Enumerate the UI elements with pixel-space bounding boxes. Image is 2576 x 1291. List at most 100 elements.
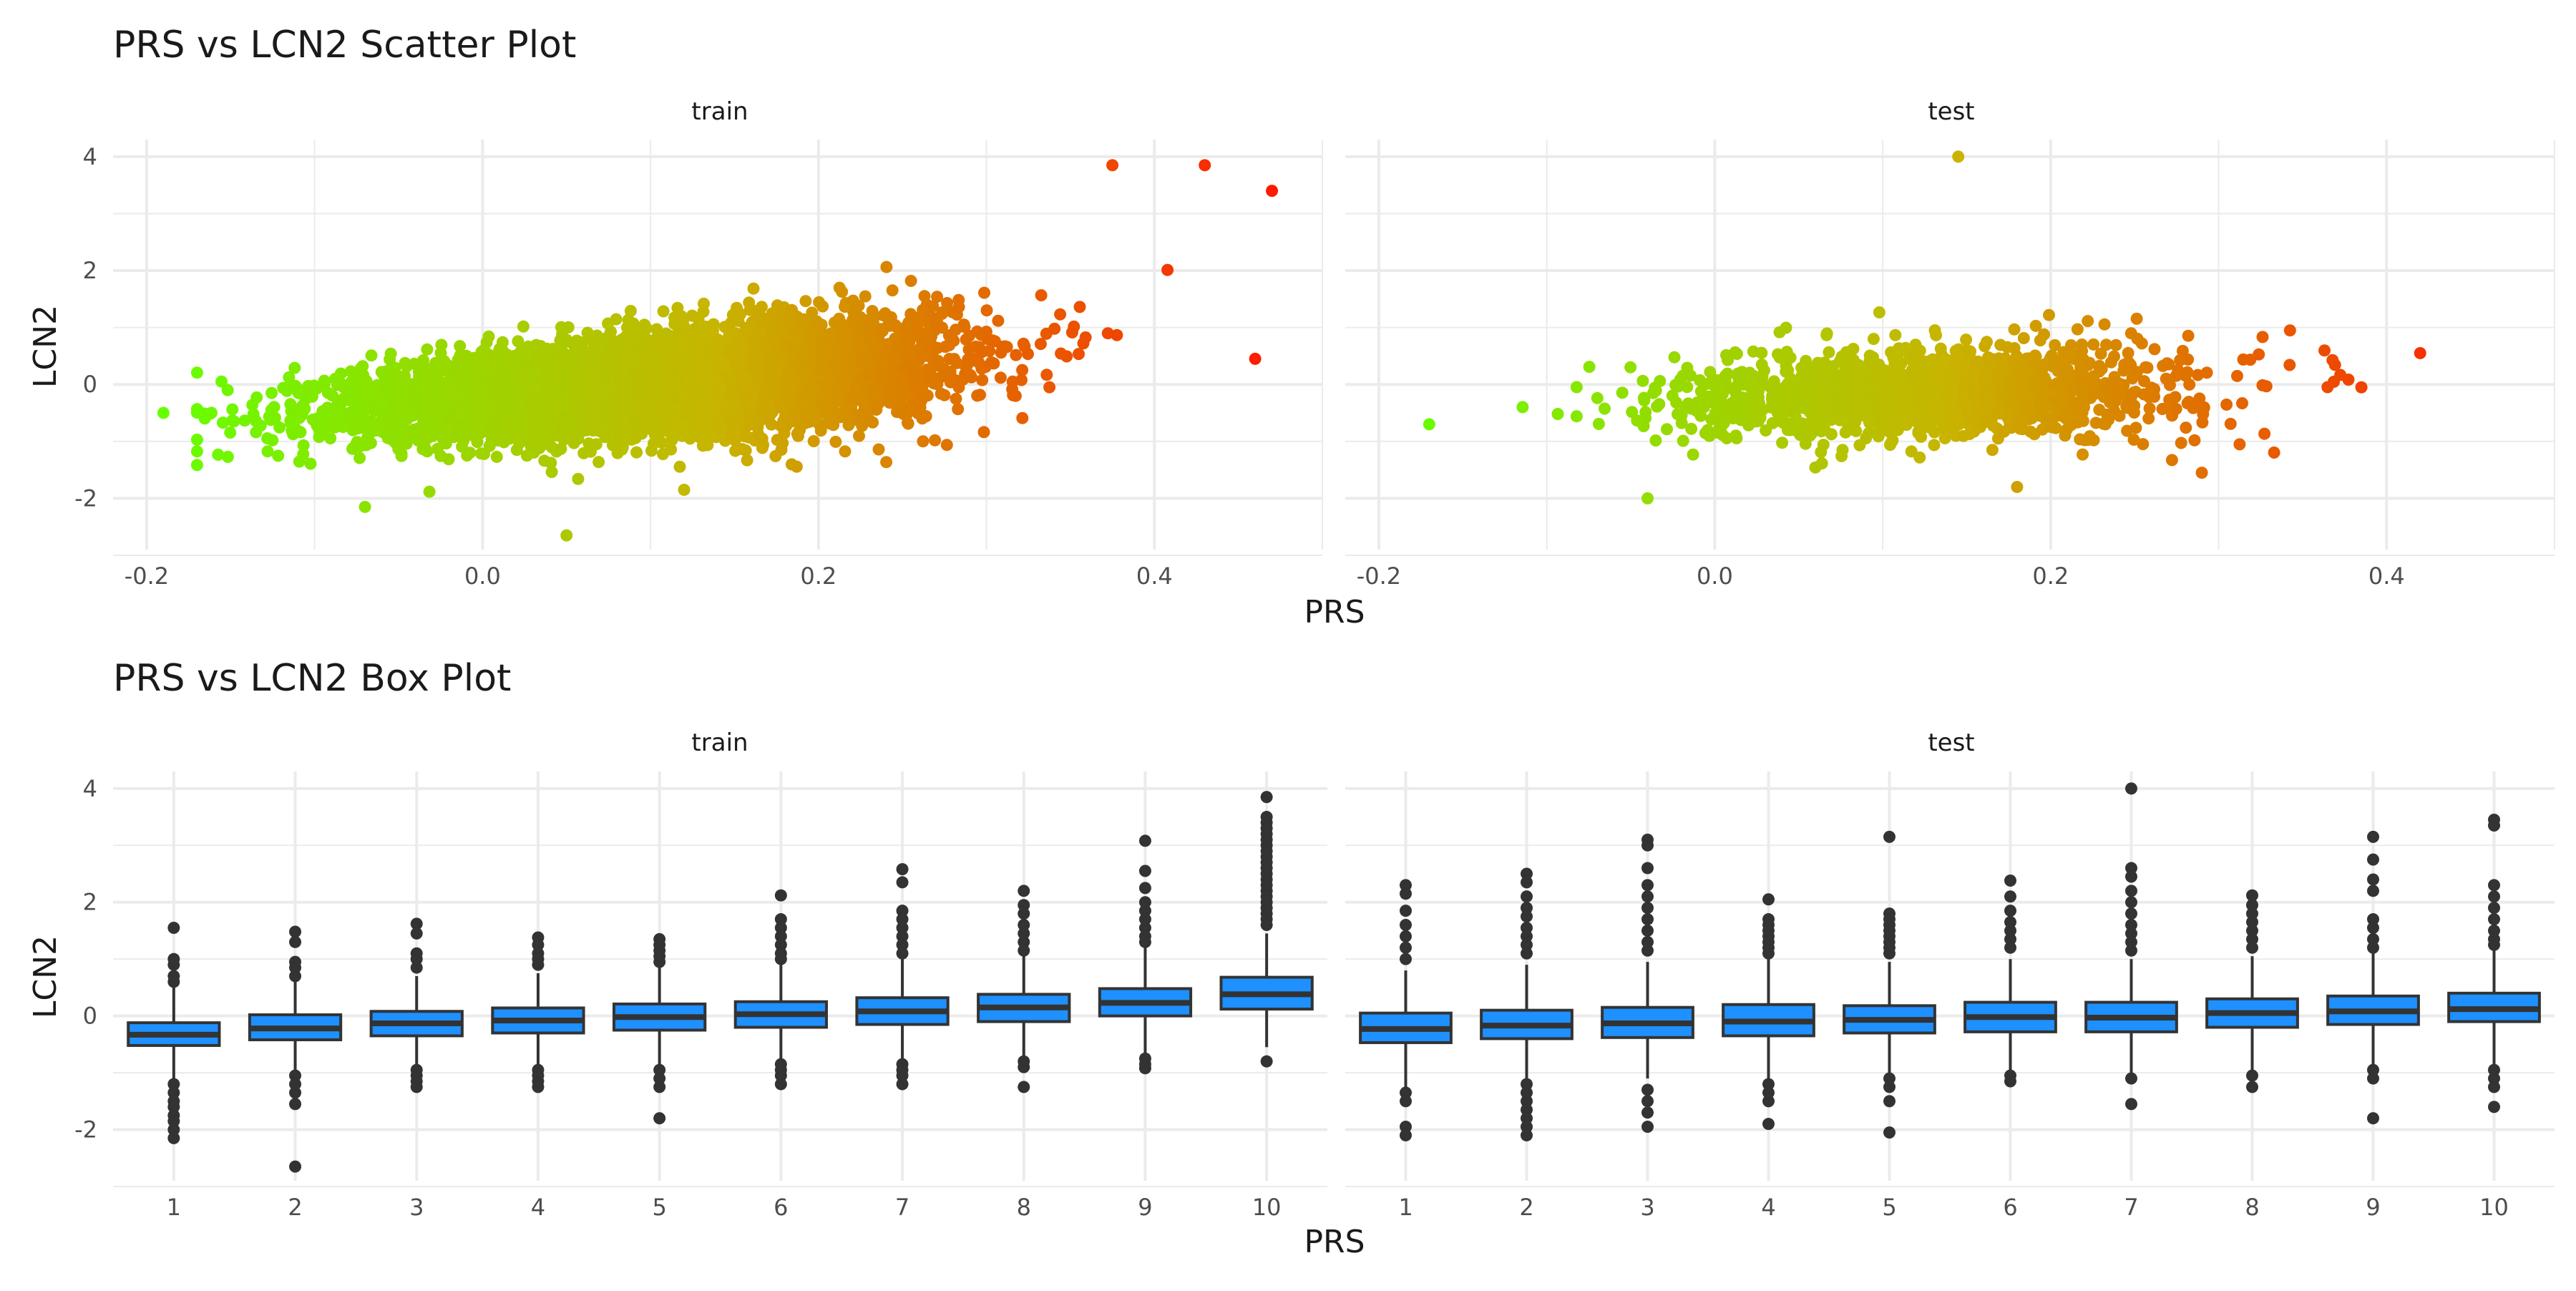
scatter-point (995, 371, 1007, 384)
y-tick-label: 2 (83, 257, 97, 284)
scatter-point (350, 439, 362, 451)
scatter-point (191, 434, 203, 446)
scatter-point (416, 443, 429, 455)
scatter-point (226, 404, 238, 416)
scatter-point (1074, 301, 1086, 313)
scatter-point (366, 349, 378, 361)
scatter-point (992, 315, 1004, 327)
scatter-point (1016, 364, 1028, 376)
scatter-point (555, 443, 567, 455)
scatter-point (266, 434, 278, 447)
box-strip-train: train (691, 729, 748, 757)
scatter-point (972, 356, 985, 369)
scatter-point (1161, 264, 1174, 276)
scatter-point (674, 461, 686, 473)
scatter-point (829, 436, 841, 448)
scatter-point (517, 321, 530, 333)
scatter-point (839, 445, 852, 457)
scatter-point (525, 440, 537, 452)
scatter-point (191, 459, 203, 471)
scatter-point (456, 441, 468, 453)
scatter-point (1010, 390, 1022, 402)
x-tick-label: 0.4 (1136, 562, 1173, 590)
scatter-points-train (157, 159, 1278, 541)
scatter-point (313, 431, 325, 443)
scatter-point (255, 419, 267, 432)
scatter-point (931, 291, 943, 303)
x-tick-label: 0.2 (800, 562, 836, 590)
scatter-point (212, 449, 224, 461)
scatter-point (268, 401, 280, 413)
scatter-point (583, 330, 595, 342)
scatter-point (917, 435, 929, 447)
scatter-strip-train: train (691, 97, 748, 126)
scatter-point (272, 449, 284, 462)
scatter-point (592, 456, 605, 468)
scatter-point (905, 275, 917, 287)
scatter-point (222, 384, 234, 396)
scatter-point (976, 374, 988, 386)
y-tick-label: 4 (83, 143, 97, 170)
scatter-point (262, 445, 274, 457)
box-y-axis-title: LCN2 (27, 935, 64, 1018)
scatter-point (1043, 381, 1055, 394)
scatter-point (421, 344, 433, 356)
scatter-point (1055, 348, 1067, 360)
scatter-point (748, 283, 760, 295)
scatter-point (385, 348, 397, 360)
scatter-point (1073, 348, 1085, 360)
box-strip-test: test (1928, 729, 1974, 757)
scatter-point (191, 406, 203, 419)
scatter-point (978, 426, 990, 438)
box-plot-title: PRS vs LCN2 Box Plot (113, 657, 511, 700)
scatter-point (935, 388, 947, 400)
scatter-point (1040, 369, 1053, 381)
scatter-point (191, 445, 203, 457)
scatter-point (285, 417, 297, 429)
scatter-point (880, 456, 892, 468)
scatter-point (1080, 331, 1092, 344)
scatter-point (771, 299, 784, 311)
scatter-point (284, 398, 296, 410)
scatter-y-axis-title: LCN2 (27, 305, 64, 388)
scatter-point (191, 366, 203, 379)
scatter-point (880, 261, 892, 273)
scatter-strip-test: test (1928, 97, 1974, 126)
scatter-point (287, 428, 299, 440)
scatter-point (396, 448, 408, 460)
scatter-point (771, 434, 784, 446)
scatter-point (572, 473, 584, 485)
scatter-point (941, 439, 953, 451)
scatter-point (324, 432, 336, 444)
x-tick-label: 0.0 (464, 562, 501, 590)
scatter-point (452, 430, 464, 442)
scatter-point (630, 447, 643, 459)
scatter-point (562, 321, 575, 333)
scatter-point (836, 286, 848, 298)
scatter-point (483, 331, 495, 343)
scatter-point (365, 437, 377, 449)
box-x-axis-title: PRS (1304, 1224, 1365, 1260)
scatter-point (859, 291, 872, 303)
scatter-point (929, 434, 941, 447)
scatter-plot-title: PRS vs LCN2 Scatter Plot (113, 24, 576, 67)
scatter-point (919, 290, 931, 302)
scatter-point (602, 318, 614, 330)
scatter-point (353, 452, 366, 464)
scatter-x-axis-title: PRS (1304, 594, 1365, 630)
scatter-point (297, 448, 309, 460)
scatter-point (808, 435, 820, 447)
scatter-point (658, 306, 670, 318)
scatter-point (1016, 412, 1028, 424)
scatter-point (1054, 308, 1066, 321)
scatter-point (424, 486, 436, 498)
y-tick-label: 0 (83, 371, 97, 398)
scatter-point (769, 450, 781, 462)
scatter-point (224, 427, 236, 439)
scatter-point (1010, 349, 1022, 361)
scatter-point (625, 305, 637, 317)
scatter-point (887, 284, 899, 296)
